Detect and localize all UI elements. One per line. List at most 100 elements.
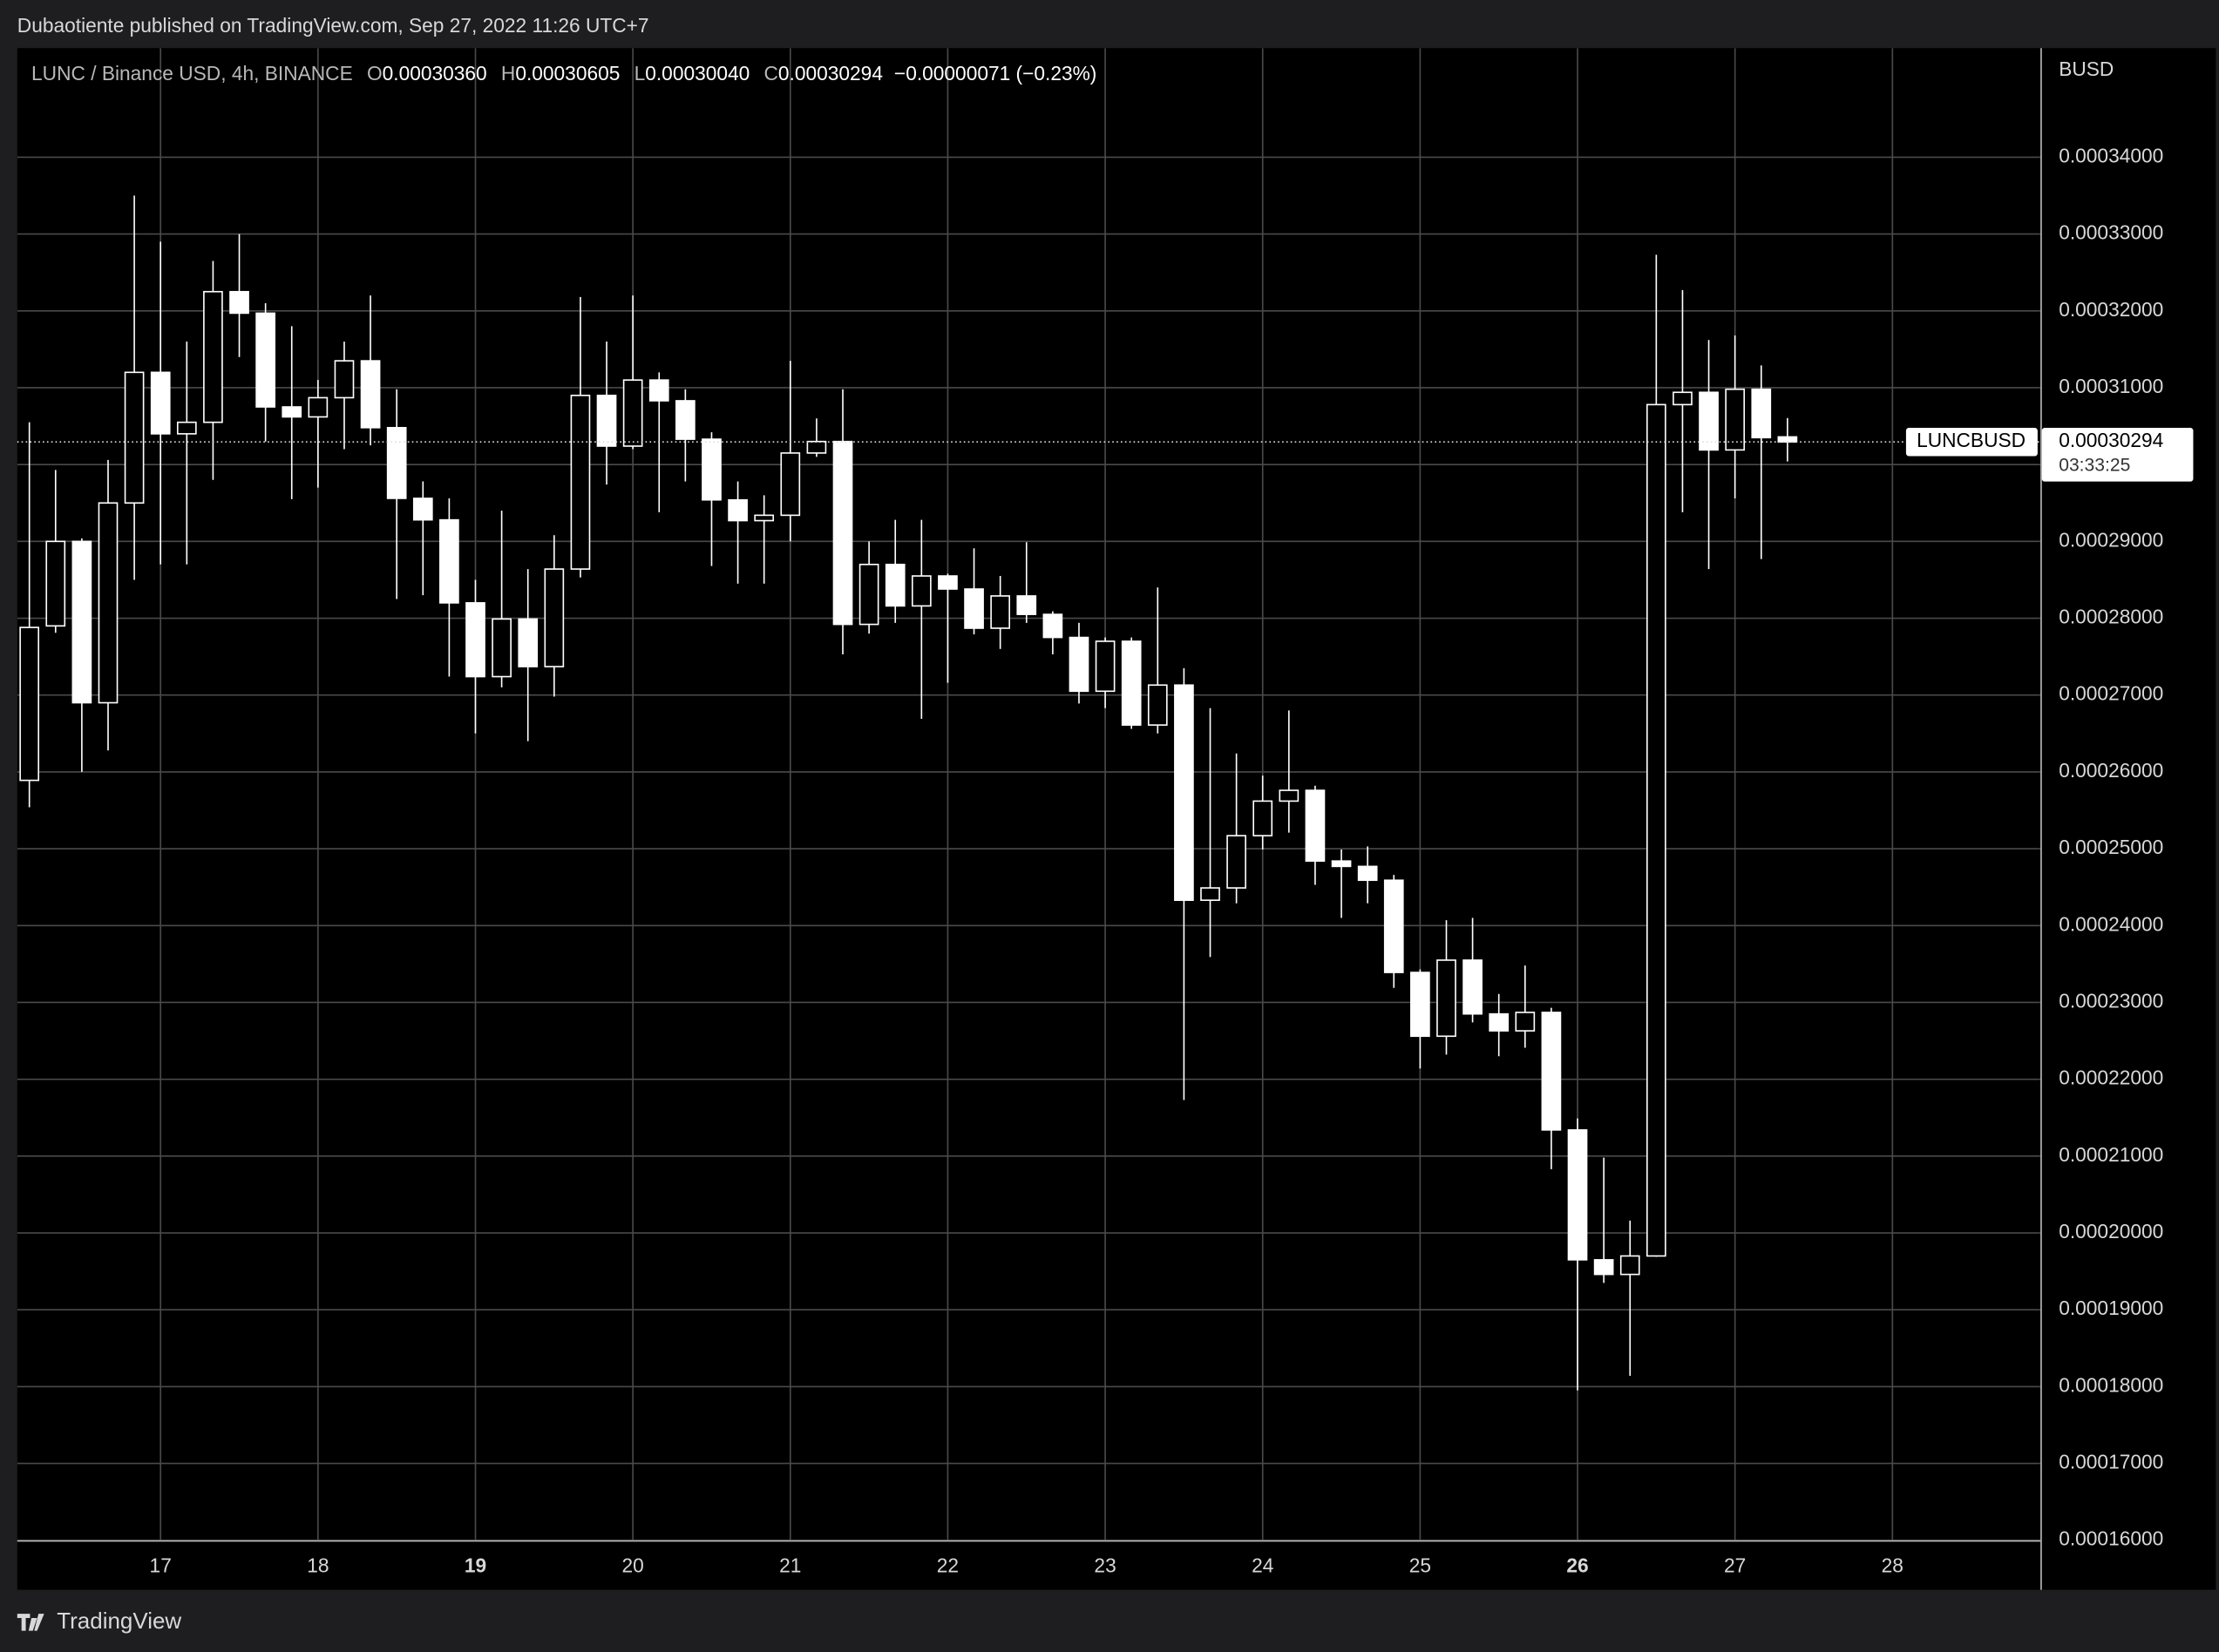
y-tick-label: 0.00031000 (2059, 375, 2163, 397)
candle-body (544, 568, 565, 667)
candle-body (754, 514, 775, 522)
high-label: H (501, 62, 515, 85)
candle-body (1069, 636, 1089, 693)
candle-body (1016, 595, 1037, 615)
candle-body (1699, 391, 1719, 451)
candle-body (622, 379, 643, 447)
x-tick-label: 26 (1566, 1554, 1588, 1577)
candle-body (465, 602, 485, 678)
plot (17, 48, 2041, 1540)
close-value: 0.00030294 (778, 62, 883, 85)
ticker-box (1905, 427, 2038, 457)
header: Dubaotiente published on TradingView.com… (17, 14, 649, 37)
x-tick-label: 20 (622, 1554, 644, 1577)
candle-body (1279, 789, 1300, 802)
candle-body (1593, 1259, 1614, 1276)
candle-body (124, 371, 145, 504)
candle-body (1489, 1012, 1510, 1032)
candle-body (176, 421, 197, 435)
candle-body (1619, 1255, 1640, 1276)
candle-body (832, 440, 853, 626)
x-tick-label: 18 (307, 1554, 329, 1577)
y-tick-label: 0.00019000 (2059, 1297, 2163, 1319)
candle-body (1725, 388, 1746, 451)
candle-body (964, 588, 984, 629)
x-tick-label: 27 (1724, 1554, 1746, 1577)
candle-body (1567, 1129, 1588, 1261)
y-tick-label: 0.00024000 (2059, 912, 2163, 935)
x-tick-label: 22 (937, 1554, 959, 1577)
y-tick-label: 0.00016000 (2059, 1527, 2163, 1550)
candle-body (1226, 835, 1246, 889)
currency: BUSD (2059, 58, 2114, 80)
y-tick-label: 0.00020000 (2059, 1220, 2163, 1242)
chart-area (17, 48, 2216, 1590)
symbol: LUNC / Binance USD, 4h, BINANCE (31, 62, 353, 85)
high-value: 0.00030605 (515, 62, 620, 85)
y-tick-label: 0.00022000 (2059, 1066, 2163, 1089)
candle-body (702, 438, 722, 501)
candle-body (938, 575, 958, 590)
candle-body (675, 400, 696, 440)
candle-body (1646, 403, 1666, 1257)
x-tick-label: 28 (1882, 1554, 1903, 1577)
y-tick-label: 0.00028000 (2059, 606, 2163, 628)
ticker-label: LUNCBUSD (1917, 429, 2026, 451)
candle-body (728, 498, 748, 522)
candle-body (1331, 860, 1352, 868)
y-tick-label: 0.00029000 (2059, 528, 2163, 551)
y-tick-label: 0.00021000 (2059, 1143, 2163, 1166)
y-tick-label: 0.00025000 (2059, 836, 2163, 858)
candle-body (1751, 388, 1772, 439)
candle-body (98, 502, 119, 704)
candle-body (1541, 1012, 1562, 1131)
candle-body (19, 626, 40, 782)
candle-body (570, 394, 591, 570)
change-value: −0.00000071 (−0.23%) (894, 62, 1096, 85)
candle-body (911, 575, 932, 607)
y-tick-label: 0.00026000 (2059, 759, 2163, 782)
y-tick-label: 0.00017000 (2059, 1451, 2163, 1473)
candle-body (596, 394, 617, 447)
candle-body (1147, 684, 1168, 726)
x-tick-label: 24 (1252, 1554, 1273, 1577)
candle-body (806, 440, 827, 454)
y-tick-label: 0.00033000 (2059, 221, 2163, 244)
candle-body (1777, 436, 1798, 443)
candle-body (1174, 684, 1194, 901)
open-label: O (367, 62, 383, 85)
candle-body (1200, 887, 1220, 901)
logo-icon (17, 1614, 44, 1631)
open-value: 0.00030360 (383, 62, 487, 85)
candle-body (255, 312, 275, 408)
candle-body (1515, 1012, 1536, 1032)
candle-body (45, 540, 66, 627)
candle-body (1436, 959, 1456, 1038)
candle-body (282, 406, 302, 418)
candle-body (1673, 391, 1693, 406)
candle-body (1383, 879, 1404, 973)
candle-body (1095, 640, 1116, 693)
y-tick-label: 0.00034000 (2059, 144, 2163, 166)
candle-body (412, 498, 433, 521)
candle-body (203, 290, 223, 423)
y-tick-label: 0.00018000 (2059, 1373, 2163, 1396)
low-value: 0.00030040 (645, 62, 750, 85)
candle-body (150, 371, 171, 435)
x-tick-label: 21 (779, 1554, 801, 1577)
y-tick-label: 0.00023000 (2059, 989, 2163, 1012)
close-label: C (764, 62, 778, 85)
countdown-label: 03:33:25 (2059, 455, 2130, 475)
candle-body (1042, 613, 1063, 639)
last-price-label: 0.00030294 (2059, 429, 2163, 451)
footer: TradingView (57, 1608, 181, 1634)
candle-body (308, 396, 329, 418)
x-tick-label: 19 (465, 1554, 486, 1577)
candle-body (858, 563, 879, 626)
footer-logo: TradingView (17, 1608, 181, 1634)
x-tick-label: 23 (1094, 1554, 1116, 1577)
x-tick-label: 25 (1409, 1554, 1431, 1577)
candle-body (780, 452, 801, 517)
